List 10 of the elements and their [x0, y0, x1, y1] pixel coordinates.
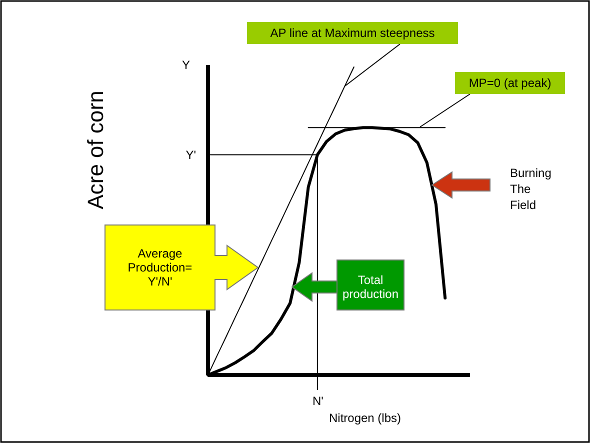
text: MP=0 (at peak): [468, 76, 552, 90]
x-axis-title: Nitrogen (lbs): [328, 411, 402, 425]
text: AP line at Maximum steepness: [270, 26, 435, 40]
annotation: Total production: [342, 273, 399, 301]
text: Burning The Field: [510, 166, 552, 212]
ref-line-label: Y': [186, 148, 196, 162]
text: N': [312, 394, 324, 408]
text: Average Production= Y'/N': [128, 246, 192, 288]
y-axis-title: Acre of corn: [83, 90, 108, 210]
text: Y: [182, 58, 190, 72]
